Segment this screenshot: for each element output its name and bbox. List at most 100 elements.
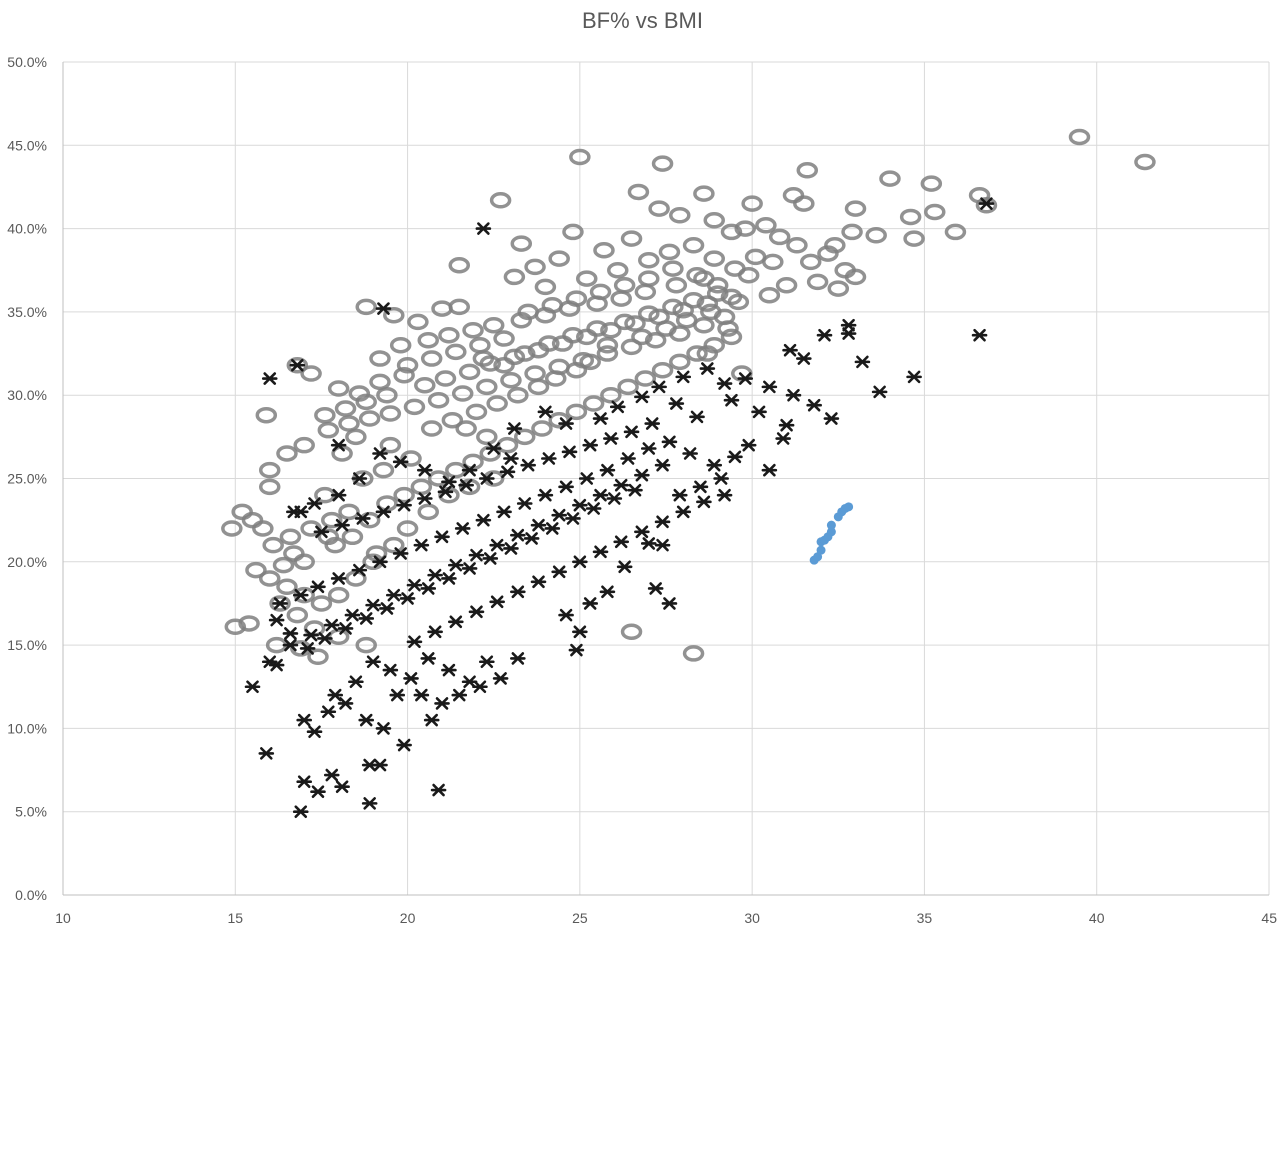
data-point-star <box>806 398 822 412</box>
data-point-ring <box>503 348 526 366</box>
data-point-star <box>634 390 650 404</box>
data-point-ring <box>720 288 743 306</box>
data-point-star <box>558 608 574 622</box>
data-point-dot <box>826 520 836 530</box>
data-point-star <box>423 713 440 727</box>
data-point-star <box>330 572 347 585</box>
data-point-ring <box>327 586 350 604</box>
data-point-star <box>506 422 523 435</box>
data-point-star <box>661 597 678 610</box>
data-point-ring <box>355 393 377 411</box>
data-point-ring <box>1134 153 1156 171</box>
data-point-ring <box>489 192 512 209</box>
data-point-dot <box>816 545 826 555</box>
data-point-star <box>572 555 588 569</box>
data-point-star <box>406 578 423 592</box>
data-point-ring <box>279 528 302 546</box>
data-point-ring <box>307 648 329 666</box>
data-point-ring <box>338 415 360 432</box>
data-point-star <box>609 400 626 414</box>
data-point-star <box>351 563 368 577</box>
data-point-star <box>296 713 312 727</box>
data-point-star <box>689 410 705 424</box>
data-point-ring <box>389 336 412 354</box>
data-point-star <box>420 652 437 665</box>
data-point-ring <box>662 298 684 316</box>
data-point-star <box>627 483 643 497</box>
data-point-star <box>420 582 437 595</box>
data-point-ring <box>565 361 588 379</box>
data-point-star <box>585 502 602 515</box>
data-point-ring <box>782 187 805 204</box>
data-point-ring <box>534 278 557 296</box>
data-point-star <box>292 805 309 818</box>
y-tick-label: 20.0% <box>7 554 47 570</box>
data-point-ring <box>744 248 767 266</box>
data-point-ring <box>486 395 508 412</box>
data-point-ring <box>579 353 601 371</box>
data-point-ring <box>269 595 291 612</box>
data-point-ring <box>607 262 629 279</box>
data-point-star <box>303 628 319 642</box>
data-point-star <box>675 370 692 384</box>
data-point-star <box>389 688 406 702</box>
x-tick-label: 15 <box>227 910 243 926</box>
data-point-star <box>372 555 388 569</box>
data-point-ring <box>582 395 605 412</box>
data-point-ring <box>638 305 660 322</box>
data-point-star <box>541 452 557 465</box>
data-point-star <box>871 385 888 399</box>
data-point-star <box>616 560 633 574</box>
data-point-ring <box>924 203 946 221</box>
data-point-star <box>427 625 443 639</box>
data-point-star <box>348 675 364 689</box>
data-point-star <box>492 672 509 685</box>
data-point-star <box>417 492 433 505</box>
data-point-star <box>286 505 302 519</box>
y-tick-label: 10.0% <box>7 720 47 736</box>
data-point-star <box>261 372 278 385</box>
data-point-ring <box>476 378 498 396</box>
data-point-ring <box>462 321 484 339</box>
y-tick-label: 50.0% <box>7 54 47 70</box>
data-point-star <box>475 513 492 527</box>
data-point-star <box>334 518 350 532</box>
data-point-star <box>327 688 344 702</box>
data-point-ring <box>844 268 867 286</box>
data-point-star <box>406 635 423 649</box>
y-tick-label: 0.0% <box>15 887 47 903</box>
data-point-ring <box>734 220 757 237</box>
data-point-ring <box>369 350 391 367</box>
data-point-star <box>403 672 419 685</box>
data-point-ring <box>262 536 284 554</box>
data-point-star <box>613 535 630 549</box>
data-point-star <box>682 447 698 460</box>
data-point-ring <box>762 253 784 271</box>
data-point-star <box>568 643 585 657</box>
data-point-star <box>578 472 595 485</box>
data-point-ring <box>799 253 822 271</box>
data-point-star <box>496 505 512 519</box>
data-point-star <box>716 377 733 390</box>
data-point-star <box>613 478 630 492</box>
data-point-star <box>413 688 430 702</box>
y-tick-label: 15.0% <box>7 637 47 653</box>
data-point-ring <box>544 370 567 387</box>
data-point-star <box>479 472 495 485</box>
data-point-ring <box>644 331 667 349</box>
data-point-star <box>785 388 802 402</box>
data-point-star <box>413 538 430 552</box>
data-point-ring <box>675 311 698 329</box>
data-point-ring <box>403 398 426 416</box>
data-point-ring <box>407 313 429 331</box>
data-point-ring <box>500 371 522 389</box>
data-point-ring <box>482 316 505 334</box>
data-point-ring <box>841 223 863 241</box>
data-point-star <box>854 355 871 369</box>
y-tick-label: 5.0% <box>15 804 47 820</box>
data-point-star <box>372 758 388 772</box>
data-point-star <box>582 597 598 610</box>
data-point-ring <box>682 291 705 309</box>
data-point-star <box>651 380 667 394</box>
